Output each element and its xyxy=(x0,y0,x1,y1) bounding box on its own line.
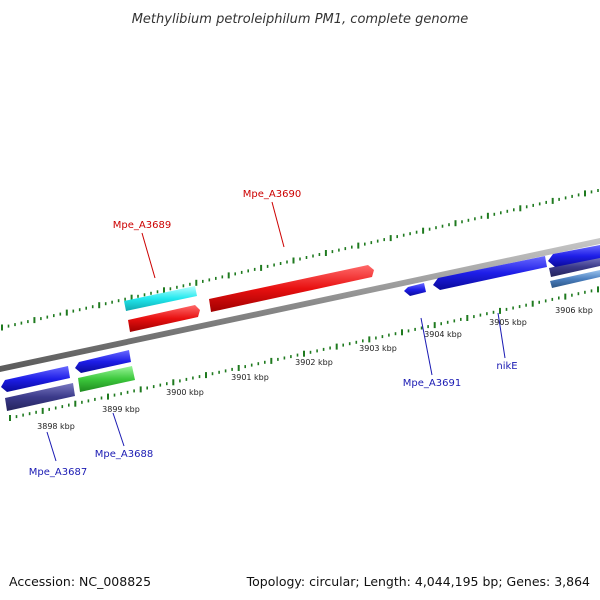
scale-label: 3903 kbp xyxy=(359,344,397,353)
gene-label-mpe-a3690[interactable]: Mpe_A3690 xyxy=(243,189,301,200)
gene-label-mpe-a3689[interactable]: Mpe_A3689 xyxy=(113,220,171,231)
gene-arrow-mpe-a3688-green[interactable] xyxy=(78,366,135,392)
leader-mpe-a3690 xyxy=(271,201,285,248)
gene-arrow-nike[interactable] xyxy=(433,256,547,290)
gene-arrow-mpe-a3689-red[interactable] xyxy=(128,305,200,332)
inner-tick-row xyxy=(9,286,599,421)
gene-arrow-mpe-a3691[interactable] xyxy=(404,283,426,296)
accession-text: Accession: NC_008825 xyxy=(9,574,151,589)
scale-label: 3905 kbp xyxy=(489,318,527,327)
forward-genes xyxy=(124,257,600,332)
gene-label-mpe-a3691[interactable]: Mpe_A3691 xyxy=(403,378,461,389)
gene-arrow-mpe-a3687-blue[interactable] xyxy=(1,366,70,392)
gene-arrow-mpe-a3689-cyan[interactable] xyxy=(124,286,197,311)
scale-label: 3900 kbp xyxy=(166,388,204,397)
outer-tick-row xyxy=(1,189,599,331)
gene-label-mpe-a3687[interactable]: Mpe_A3687 xyxy=(29,467,87,478)
leader-mpe-a3689 xyxy=(141,232,156,279)
gene-arrow-mpe-a3687-slate[interactable] xyxy=(5,383,75,411)
gene-label-nike[interactable]: nikE xyxy=(496,361,517,372)
gene-arrow-partial-right-slate[interactable] xyxy=(549,257,600,277)
leader-mpe-a3687 xyxy=(46,431,57,462)
scale-label: 3899 kbp xyxy=(102,405,140,414)
gene-arrow-mpe-a3690[interactable] xyxy=(209,265,374,312)
gene-arrow-mpe-a3688-blue[interactable] xyxy=(75,350,131,373)
scale-labels: 3898 kbp 3899 kbp 3900 kbp 3901 kbp 3902… xyxy=(37,306,593,431)
page-title: Methylibium petroleiphilum PM1, complete… xyxy=(132,12,469,27)
gene-label-mpe-a3688[interactable]: Mpe_A3688 xyxy=(95,449,153,460)
scale-label: 3906 kbp xyxy=(555,306,593,315)
leader-nike xyxy=(497,312,506,359)
scale-label: 3901 kbp xyxy=(231,373,269,382)
gene-arrow-partial-right-steel[interactable] xyxy=(550,270,600,288)
label-leaders xyxy=(46,201,506,462)
genome-backbone xyxy=(0,238,600,372)
gene-arrow-partial-right-blue[interactable] xyxy=(548,245,600,267)
reverse-genes xyxy=(1,245,600,411)
leader-mpe-a3691 xyxy=(420,317,433,376)
scale-label: 3898 kbp xyxy=(37,422,75,431)
scale-label: 3904 kbp xyxy=(424,330,462,339)
leader-mpe-a3688 xyxy=(112,412,125,447)
scale-label: 3902 kbp xyxy=(295,358,333,367)
genome-summary-text: Topology: circular; Length: 4,044,195 bp… xyxy=(246,574,590,589)
